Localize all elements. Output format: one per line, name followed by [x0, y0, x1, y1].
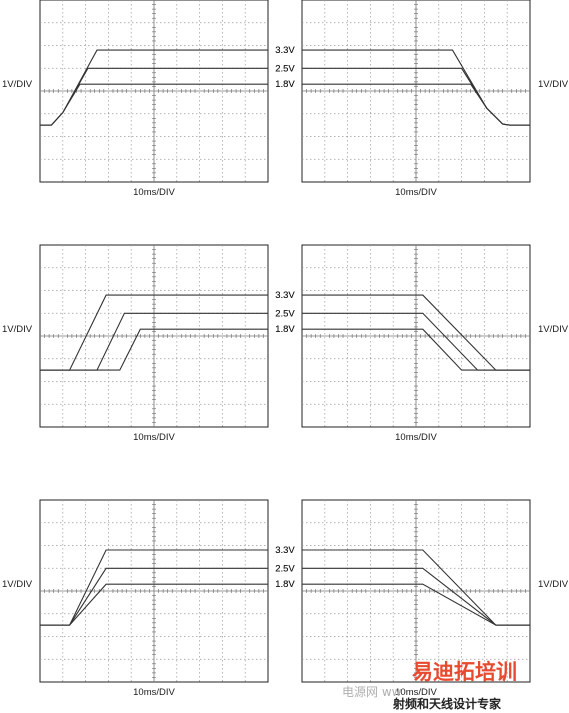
series-label-3-3v: 3.3V: [275, 545, 295, 556]
series-label-1-8v: 1.8V: [275, 579, 295, 590]
series-label-2-5v: 2.5V: [275, 63, 295, 74]
watermark-logo-text: 易迪拓培训: [412, 660, 517, 684]
series-label-3-3v: 3.3V: [275, 45, 295, 56]
series-label-1-8v: 1.8V: [275, 579, 295, 590]
vertical-scale-label: 1V/DIV: [2, 324, 33, 335]
watermark-site-text: 电源网 ww: [342, 685, 402, 699]
scope-panel: 1V/DIV 10ms/DIV 3.3V 2.5V 1.8V: [2, 499, 295, 698]
scope-panel: 1V/DIV 10ms/DIV 3.3V 2.5V 1.8V: [2, 0, 295, 198]
series-label-1-8v: 1.8V: [275, 324, 295, 335]
scope-panel: 1V/DIV 10ms/DIV 3.3V 2.5V 1.8V: [275, 0, 569, 198]
trace-1-8v: [40, 583, 268, 626]
trace-1-8v: [302, 583, 530, 626]
series-label-2-5v: 2.5V: [275, 63, 295, 74]
scope-panel: 1V/DIV 10ms/DIV 3.3V 2.5V 1.8V: [275, 499, 569, 698]
horizontal-scale-label: 10ms/DIV: [133, 687, 175, 698]
trace-1-8v: [40, 328, 268, 371]
series-label-3-3v: 3.3V: [275, 545, 295, 556]
series-label-2-5v: 2.5V: [275, 308, 295, 319]
scope-panels: 1V/DIV 10ms/DIV 3.3V 2.5V 1.8V 1V/DIV 10ms/DIV…: [2, 0, 569, 698]
scope-panel: 1V/DIV 10ms/DIV 3.3V 2.5V 1.8V: [2, 244, 295, 443]
series-label-2-5v: 2.5V: [275, 563, 295, 574]
vertical-scale-label: 1V/DIV: [538, 324, 569, 335]
horizontal-scale-label: 10ms/DIV: [395, 687, 437, 698]
vertical-scale-label: 1V/DIV: [538, 579, 569, 590]
series-label-1-8v: 1.8V: [275, 79, 295, 90]
series-label-3-3v: 3.3V: [275, 290, 295, 301]
vertical-scale-label: 1V/DIV: [2, 579, 33, 590]
series-label-2-5v: 2.5V: [275, 308, 295, 319]
horizontal-scale-label: 10ms/DIV: [133, 432, 175, 443]
watermark: 电源网 ww 易迪拓培训 射频和天线设计专家: [342, 660, 517, 711]
horizontal-scale-label: 10ms/DIV: [133, 187, 175, 198]
horizontal-scale-label: 10ms/DIV: [395, 432, 437, 443]
trace-1-8v: [302, 83, 530, 126]
series-label-3-3v: 3.3V: [275, 45, 295, 56]
series-label-2-5v: 2.5V: [275, 563, 295, 574]
watermark-tagline: 射频和天线设计专家: [392, 696, 502, 711]
series-label-1-8v: 1.8V: [275, 79, 295, 90]
series-label-3-3v: 3.3V: [275, 290, 295, 301]
vertical-scale-label: 1V/DIV: [538, 79, 569, 90]
scope-panel: 1V/DIV 10ms/DIV 3.3V 2.5V 1.8V: [275, 244, 569, 443]
series-label-1-8v: 1.8V: [275, 324, 295, 335]
vertical-scale-label: 1V/DIV: [2, 79, 33, 90]
horizontal-scale-label: 10ms/DIV: [395, 187, 437, 198]
trace-1-8v: [40, 83, 268, 126]
trace-1-8v: [302, 328, 530, 371]
